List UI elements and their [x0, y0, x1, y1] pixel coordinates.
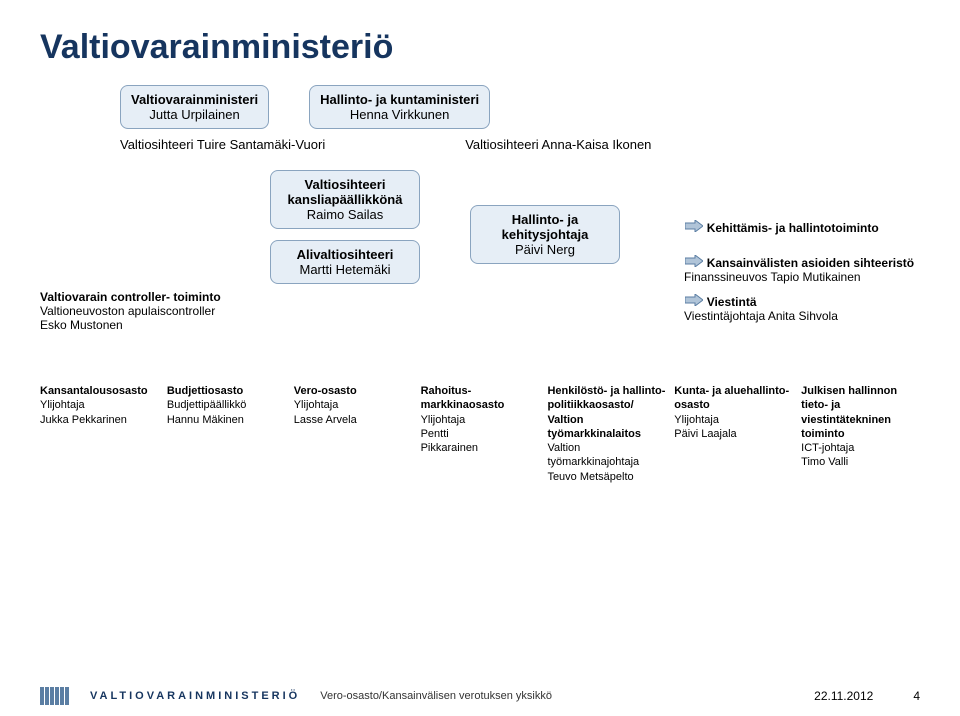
department-6-line-0: ICT-johtaja	[801, 441, 920, 455]
department-3-head: Rahoitus-markkinaosasto	[421, 384, 540, 413]
department-0-head: Kansantalousosasto	[40, 384, 159, 398]
department-3: Rahoitus-markkinaosastoYlijohtajaPenttiP…	[421, 384, 540, 455]
department-1: BudjettiosastoBudjettipäällikköHannu Mäk…	[167, 384, 286, 427]
side-item-1-text: Kehittämis- ja hallintotoiminto	[707, 221, 879, 235]
box-minister-1: Valtiovarainministeri Jutta Urpilainen	[120, 85, 269, 129]
department-2-line-1: Lasse Arvela	[294, 413, 413, 427]
controller-block: Valtiovarain controller- toiminto Valtio…	[40, 290, 270, 332]
footer-brand: VALTIOVARAINMINISTERIÖ	[90, 690, 300, 702]
hallinto-l3: Päivi Nerg	[481, 242, 609, 257]
footer-page: 4	[913, 689, 920, 703]
aliv-l2: Martti Hetemäki	[281, 262, 409, 277]
department-4-line-1: Valtion	[547, 441, 666, 455]
hallinto-l2: kehitysjohtaja	[502, 227, 589, 242]
department-0: KansantalousosastoYlijohtajaJukka Pekkar…	[40, 384, 159, 427]
department-3-line-2: Pikkarainen	[421, 441, 540, 455]
side-item-1: Kehittämis- ja hallintotoiminto	[660, 220, 940, 235]
hallinto-l1: Hallinto- ja	[512, 212, 578, 227]
department-4-line-2: työmarkkinajohtaja	[547, 455, 666, 469]
department-6-head: Julkisen hallinnon tieto- ja viestintäte…	[801, 384, 920, 441]
box-minister-1-name: Jutta Urpilainen	[131, 107, 258, 122]
departments-row: KansantalousosastoYlijohtajaJukka Pekkar…	[40, 384, 920, 484]
department-5: Kunta- ja aluehallinto-osastoYlijohtajaP…	[674, 384, 793, 441]
department-3-line-1: Pentti	[421, 427, 540, 441]
box-aliv: Alivaltiosihteeri Martti Hetemäki	[270, 240, 420, 284]
arrow-icon	[685, 220, 703, 232]
department-4-line-3: Teuvo Metsäpelto	[547, 470, 666, 484]
side-item-3-sub: Viestintäjohtaja Anita Sihvola	[684, 309, 838, 323]
department-5-line-0: Ylijohtaja	[674, 413, 793, 427]
box-kanslia: Valtiosihteeri kansliapäällikkönä Raimo …	[270, 170, 420, 229]
box-minister-1-title: Valtiovarainministeri	[131, 92, 258, 107]
department-2-line-0: Ylijohtaja	[294, 398, 413, 412]
box-minister-2: Hallinto- ja kuntaministeri Henna Virkku…	[309, 85, 490, 129]
arrow-icon	[685, 294, 703, 306]
kanslia-l3: Raimo Sailas	[281, 207, 409, 222]
department-0-line-1: Jukka Pekkarinen	[40, 413, 159, 427]
box-minister-2-name: Henna Virkkunen	[320, 107, 479, 122]
controller-l3: Esko Mustonen	[40, 318, 270, 332]
footer: VALTIOVARAINMINISTERIÖ Vero-osasto/Kansa…	[0, 676, 960, 716]
aliv-l1: Alivaltiosihteeri	[297, 247, 394, 262]
box-hallinto: Hallinto- ja kehitysjohtaja Päivi Nerg	[470, 205, 620, 264]
footer-date: 22.11.2012	[814, 689, 873, 703]
department-2: Vero-osastoYlijohtajaLasse Arvela	[294, 384, 413, 427]
department-4: Henkilöstö- ja hallinto-politiikkaosasto…	[547, 384, 666, 484]
controller-l2: Valtioneuvoston apulaiscontroller	[40, 304, 270, 318]
logo-stripes-icon	[40, 687, 80, 705]
kanslia-l2: kansliapäällikkönä	[288, 192, 403, 207]
page-title: Valtiovarainministeriö	[40, 28, 920, 67]
department-4-head: Henkilöstö- ja hallinto-politiikkaosasto…	[547, 384, 666, 413]
department-1-line-0: Budjettipäällikkö	[167, 398, 286, 412]
department-6-line-1: Timo Valli	[801, 455, 920, 469]
department-5-head: Kunta- ja aluehallinto-osasto	[674, 384, 793, 413]
department-1-line-1: Hannu Mäkinen	[167, 413, 286, 427]
side-item-2-title: Kansainvälisten asioiden sihteeristö	[707, 256, 914, 270]
department-5-line-1: Päivi Laajala	[674, 427, 793, 441]
department-3-line-0: Ylijohtaja	[421, 413, 540, 427]
department-1-head: Budjettiosasto	[167, 384, 286, 398]
department-2-head: Vero-osasto	[294, 384, 413, 398]
department-4-line-0: Valtion työmarkkinalaitos	[547, 413, 666, 442]
department-6: Julkisen hallinnon tieto- ja viestintäte…	[801, 384, 920, 470]
department-0-line-0: Ylijohtaja	[40, 398, 159, 412]
secretary-right: Valtiosihteeri Anna-Kaisa Ikonen	[465, 137, 651, 152]
side-item-3: Viestintä Viestintäjohtaja Anita Sihvola	[660, 294, 940, 323]
controller-l1: Valtiovarain controller- toiminto	[40, 290, 270, 304]
side-item-2-sub: Finanssineuvos Tapio Mutikainen	[684, 270, 861, 284]
side-item-3-title: Viestintä	[707, 295, 757, 309]
secretary-left: Valtiosihteeri Tuire Santamäki-Vuori	[120, 137, 325, 152]
kanslia-l1: Valtiosihteeri	[305, 177, 386, 192]
arrow-icon	[685, 255, 703, 267]
footer-source: Vero-osasto/Kansainvälisen verotuksen yk…	[320, 690, 552, 702]
side-item-2: Kansainvälisten asioiden sihteeristö Fin…	[660, 255, 940, 284]
box-minister-2-title: Hallinto- ja kuntaministeri	[320, 92, 479, 107]
